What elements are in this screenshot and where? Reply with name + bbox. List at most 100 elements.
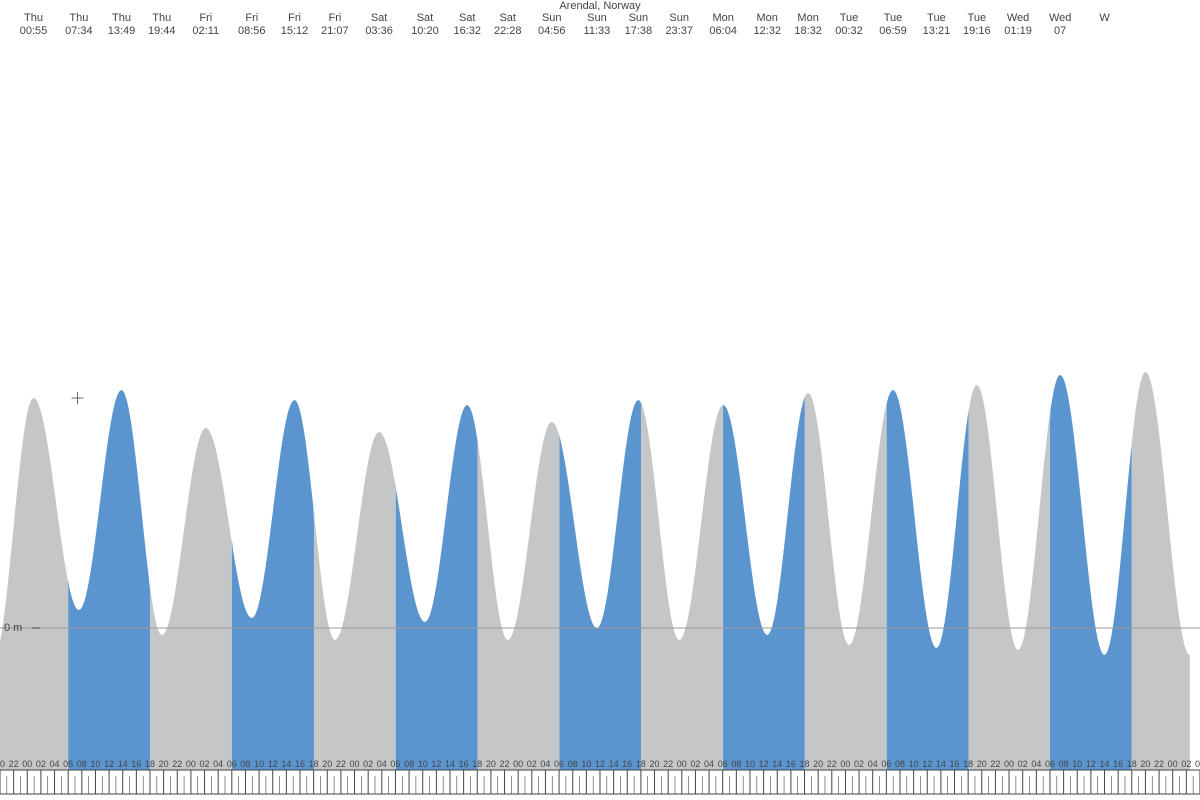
hour-label: 10 <box>1072 759 1082 769</box>
hour-label: 02 <box>527 759 537 769</box>
hour-label: 14 <box>118 759 128 769</box>
hour-label: 18 <box>472 759 482 769</box>
hour-label: 18 <box>800 759 810 769</box>
hour-label: 04 <box>50 759 60 769</box>
hour-label: 14 <box>609 759 619 769</box>
hour-label: 18 <box>1127 759 1137 769</box>
hour-label: 04 <box>868 759 878 769</box>
hour-label: 14 <box>281 759 291 769</box>
hour-label: 18 <box>145 759 155 769</box>
hour-label: 06 <box>718 759 728 769</box>
hour-label: 16 <box>950 759 960 769</box>
hour-label: 12 <box>922 759 932 769</box>
y-axis-zero-label: 0 m <box>4 622 22 634</box>
hour-label: 08 <box>404 759 414 769</box>
hour-label: 02 <box>1181 759 1191 769</box>
hour-label: 00 <box>186 759 196 769</box>
hour-label: 12 <box>1086 759 1096 769</box>
hour-label: 10 <box>90 759 100 769</box>
hour-label: 18 <box>309 759 319 769</box>
hour-label: 16 <box>786 759 796 769</box>
hour-label: 22 <box>172 759 182 769</box>
hour-label: 10 <box>581 759 591 769</box>
hour-label: 16 <box>622 759 632 769</box>
hour-label: 00 <box>677 759 687 769</box>
hour-label: 04 <box>540 759 550 769</box>
tide-area-day <box>68 390 150 770</box>
hour-label: 22 <box>9 759 19 769</box>
hour-label: 20 <box>0 759 5 769</box>
hour-label: 18 <box>963 759 973 769</box>
hour-label: 12 <box>431 759 441 769</box>
hour-label: 02 <box>36 759 46 769</box>
hour-label: 20 <box>977 759 987 769</box>
tide-area-night <box>150 428 232 770</box>
hour-label: 08 <box>77 759 87 769</box>
hour-label: 20 <box>159 759 169 769</box>
hour-label: 12 <box>268 759 278 769</box>
hour-label: 04 <box>1031 759 1041 769</box>
tide-area-night <box>641 401 723 770</box>
hour-label: 10 <box>418 759 428 769</box>
hour-label: 20 <box>813 759 823 769</box>
hour-label: 10 <box>909 759 919 769</box>
hour-label: 22 <box>827 759 837 769</box>
hour-label: 02 <box>690 759 700 769</box>
hour-label: 20 <box>322 759 332 769</box>
tide-area-day <box>723 394 805 770</box>
hour-label: 06 <box>881 759 891 769</box>
tide-area-day <box>887 390 969 770</box>
hour-label: 08 <box>1059 759 1069 769</box>
tide-area-day <box>559 400 641 770</box>
hour-label: 06 <box>227 759 237 769</box>
hour-label: 00 <box>350 759 360 769</box>
tide-area-night <box>805 393 887 770</box>
tide-chart: Arendal, Norway d4Thu00:55Thu07:34Thu13:… <box>0 0 1200 800</box>
hour-label: 08 <box>895 759 905 769</box>
hour-label: 10 <box>254 759 264 769</box>
tide-area-night <box>314 432 396 770</box>
hour-label: 08 <box>731 759 741 769</box>
hour-label: 04 <box>1195 759 1200 769</box>
tide-area-day <box>232 400 314 770</box>
hour-label: 06 <box>554 759 564 769</box>
hour-label: 16 <box>1113 759 1123 769</box>
tide-area-night <box>478 422 560 770</box>
hour-label: 08 <box>240 759 250 769</box>
hour-label: 16 <box>459 759 469 769</box>
hour-label: 00 <box>513 759 523 769</box>
hour-label: 04 <box>704 759 714 769</box>
hour-label: 06 <box>1045 759 1055 769</box>
hour-label: 10 <box>745 759 755 769</box>
hour-label: 00 <box>22 759 32 769</box>
hour-label: 06 <box>63 759 73 769</box>
hour-label: 16 <box>295 759 305 769</box>
tide-area-day <box>396 405 478 770</box>
hour-label: 02 <box>200 759 210 769</box>
hour-label: 12 <box>759 759 769 769</box>
hour-label: 02 <box>854 759 864 769</box>
chart-svg <box>0 0 1200 800</box>
hour-label: 22 <box>1154 759 1164 769</box>
hour-label: 18 <box>636 759 646 769</box>
tide-area-night <box>0 398 68 770</box>
hour-label: 00 <box>840 759 850 769</box>
tide-area-day <box>1050 375 1132 770</box>
hour-label: 00 <box>1168 759 1178 769</box>
hour-label: 14 <box>1100 759 1110 769</box>
hour-label: 14 <box>936 759 946 769</box>
hour-label: 22 <box>500 759 510 769</box>
hour-label: 04 <box>377 759 387 769</box>
hour-label: 02 <box>1018 759 1028 769</box>
hour-label: 20 <box>650 759 660 769</box>
hour-label: 20 <box>486 759 496 769</box>
reference-cross-mark <box>72 392 84 404</box>
tide-area-night <box>968 385 1049 770</box>
hour-label: 16 <box>131 759 141 769</box>
hour-label: 22 <box>990 759 1000 769</box>
hour-label: 14 <box>445 759 455 769</box>
hour-label: 08 <box>568 759 578 769</box>
hour-label: 12 <box>595 759 605 769</box>
hour-label: 20 <box>1140 759 1150 769</box>
hour-label: 00 <box>1004 759 1014 769</box>
